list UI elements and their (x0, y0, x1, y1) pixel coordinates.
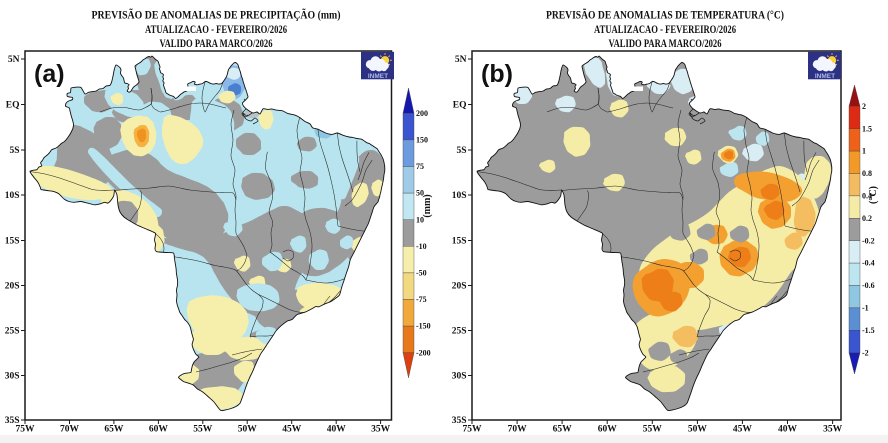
svg-text:ATUALIZACAO - FEVEREIRO/2026: ATUALIZACAO - FEVEREIRO/2026 (145, 22, 287, 36)
svg-text:0.2: 0.2 (862, 214, 872, 223)
svg-text:20S: 20S (5, 282, 20, 292)
svg-text:(mm): (mm) (422, 194, 433, 217)
svg-text:55W: 55W (643, 425, 663, 435)
svg-text:200: 200 (416, 109, 428, 118)
svg-text:5S: 5S (456, 146, 466, 156)
svg-text:PREVISÃO DE ANOMALIAS DE PRECI: PREVISÃO DE ANOMALIAS DE PRECIPITAÇÃO (m… (92, 8, 341, 22)
svg-text:EQ: EQ (6, 101, 20, 111)
svg-text:-0.6: -0.6 (862, 281, 875, 290)
svg-text:VALIDO PARA MARCO/2026: VALIDO PARA MARCO/2026 (160, 36, 273, 50)
svg-text:-2: -2 (862, 348, 869, 357)
svg-text:45W: 45W (282, 425, 302, 435)
svg-text:45W: 45W (733, 425, 753, 435)
svg-text:30S: 30S (5, 372, 20, 382)
svg-text:ATUALIZACAO - FEVEREIRO/2026: ATUALIZACAO - FEVEREIRO/2026 (594, 22, 736, 36)
svg-text:150: 150 (416, 136, 428, 145)
svg-text:-75: -75 (416, 295, 427, 304)
svg-text:-50: -50 (416, 269, 427, 278)
svg-text:(b): (b) (481, 60, 513, 88)
svg-text:25S: 25S (452, 327, 467, 337)
svg-text:70W: 70W (508, 425, 528, 435)
svg-text:75W: 75W (463, 425, 483, 435)
svg-text:50W: 50W (688, 425, 708, 435)
svg-text:INMET: INMET (368, 73, 388, 80)
svg-text:35W: 35W (371, 425, 391, 435)
svg-text:65W: 65W (553, 425, 573, 435)
svg-text:50W: 50W (238, 425, 258, 435)
svg-text:0.4: 0.4 (862, 192, 872, 201)
svg-text:60W: 60W (598, 425, 618, 435)
svg-text:-1: -1 (862, 304, 869, 313)
svg-text:2: 2 (862, 102, 866, 111)
svg-text:(°C): (°C) (868, 186, 879, 204)
svg-text:-10: -10 (416, 242, 427, 251)
svg-text:-1.5: -1.5 (862, 326, 875, 335)
svg-text:-150: -150 (416, 322, 431, 331)
svg-text:EQ: EQ (453, 101, 467, 111)
svg-text:25S: 25S (5, 327, 20, 337)
svg-text:35S: 35S (5, 416, 20, 426)
svg-text:-0.2: -0.2 (862, 236, 875, 245)
svg-text:5S: 5S (9, 146, 19, 156)
svg-text:5N: 5N (8, 55, 20, 65)
svg-text:70W: 70W (60, 425, 80, 435)
svg-text:(a): (a) (34, 60, 65, 88)
svg-text:50: 50 (416, 189, 424, 198)
svg-text:35W: 35W (823, 425, 843, 435)
svg-text:75W: 75W (16, 425, 36, 435)
svg-text:40W: 40W (778, 425, 798, 435)
svg-text:5N: 5N (455, 55, 467, 65)
svg-text:20S: 20S (452, 282, 467, 292)
svg-text:75: 75 (416, 162, 424, 171)
svg-text:15S: 15S (452, 237, 467, 247)
svg-text:-0.4: -0.4 (862, 259, 875, 268)
svg-text:15S: 15S (5, 237, 20, 247)
svg-text:10S: 10S (5, 191, 20, 201)
svg-text:40W: 40W (327, 425, 347, 435)
svg-text:VALIDO PARA MARCO/2026: VALIDO PARA MARCO/2026 (609, 36, 722, 50)
svg-text:INMET: INMET (815, 73, 835, 80)
svg-text:60W: 60W (149, 425, 169, 435)
svg-text:10: 10 (416, 215, 424, 224)
svg-text:-200: -200 (416, 348, 431, 357)
svg-text:1.5: 1.5 (862, 124, 872, 133)
svg-text:PREVISÃO DE ANOMALIAS DE TEMPE: PREVISÃO DE ANOMALIAS DE TEMPERATURA (°C… (546, 8, 784, 22)
svg-text:0.8: 0.8 (862, 169, 872, 178)
svg-text:35S: 35S (452, 416, 467, 426)
svg-text:65W: 65W (104, 425, 124, 435)
svg-text:10S: 10S (452, 191, 467, 201)
svg-text:30S: 30S (452, 372, 467, 382)
svg-text:55W: 55W (193, 425, 213, 435)
svg-text:1: 1 (862, 147, 866, 156)
